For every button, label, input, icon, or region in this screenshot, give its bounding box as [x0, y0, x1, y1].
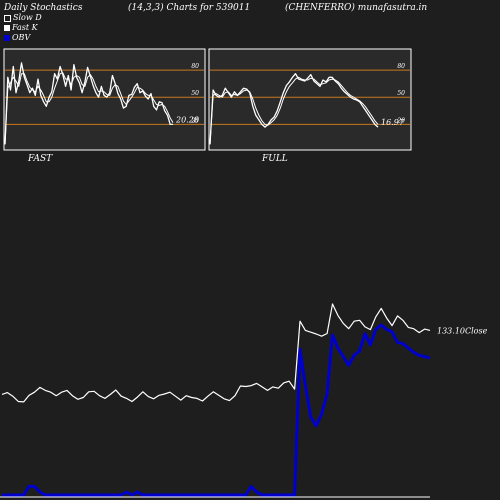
- chart-subtitle: (14,3,3) Charts for 539011: [128, 3, 251, 13]
- full-series-slow-d: [209, 76, 379, 145]
- fast-series-fast-k: [4, 62, 173, 145]
- fast-panel-frame: [3, 48, 206, 151]
- filled-square-icon: [4, 25, 10, 31]
- fast-last-value-label: 20.28: [175, 115, 199, 124]
- fast-series-slow-d: [4, 72, 174, 145]
- site-credit: (CHENFERRO) munafasutra.in: [285, 3, 428, 13]
- legend-label: Slow D: [13, 13, 42, 22]
- fast-level-label-50: 50: [191, 90, 199, 97]
- legend-item-obv: OBV: [4, 33, 30, 42]
- close-value-label: 133.10Close: [437, 326, 488, 335]
- filled-square-icon: [4, 35, 10, 41]
- fast-panel-label: FAST: [27, 154, 53, 164]
- legend-item-slow-d: Slow D: [4, 13, 42, 22]
- obv-line: [2, 323, 431, 497]
- full-level-label-50: 50: [397, 90, 405, 97]
- fast-level-label-20: 20: [190, 117, 199, 124]
- legend-label: Fast K: [12, 23, 38, 32]
- fast-level-label-80: 80: [191, 63, 199, 70]
- full-last-value-label: 16.97: [381, 118, 405, 127]
- full-panel-frame: [208, 48, 412, 151]
- legend-item-fast-k: Fast K: [4, 23, 38, 32]
- legend-label: OBV: [12, 33, 31, 42]
- full-panel-label: FULL: [261, 154, 288, 164]
- full-level-label-80: 80: [397, 63, 405, 70]
- close-price-line: [1, 303, 431, 403]
- outline-square-icon: [4, 14, 11, 22]
- full-level-label-20: 20: [396, 117, 405, 124]
- chart-title: Daily Stochastics: [4, 3, 83, 13]
